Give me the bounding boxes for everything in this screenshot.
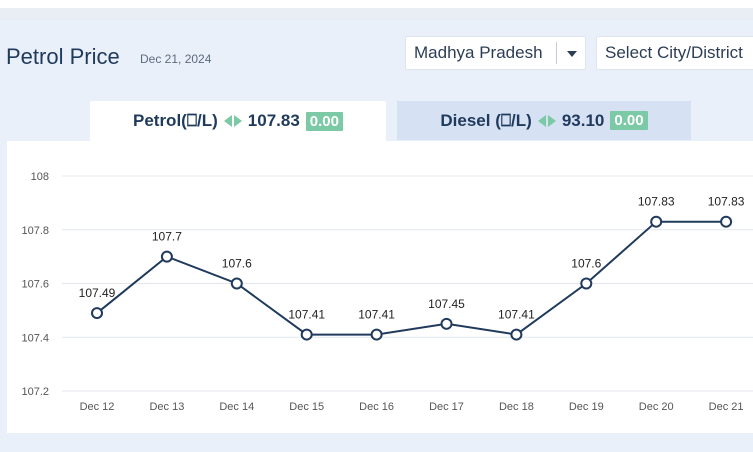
x-tick-label: Dec 20 [639,401,674,413]
x-tick-label: Dec 14 [219,401,254,413]
top-divider [0,8,753,20]
city-select-value: Select City/District [605,43,743,62]
tab-petrol[interactable]: Petrol(⎕/L) 107.83 0.00 [90,101,386,141]
y-tick-label: 108 [31,171,49,183]
diesel-price-value: 93.10 [561,110,605,130]
y-tick-label: 107.6 [21,279,49,291]
data-point [160,250,173,263]
data-point [580,277,593,290]
data-label: 107.41 [288,308,325,322]
data-point [440,317,453,330]
tab-diesel[interactable]: Diesel (⎕/L) 93.10 0.00 [397,101,691,140]
top-strip [0,0,753,8]
x-tick-label: Dec 18 [499,401,534,413]
chevron-down-icon[interactable] [567,51,577,57]
data-point [650,215,663,228]
data-label: 107.41 [498,308,535,322]
data-point [91,307,103,320]
x-tick-label: Dec 21 [709,401,744,413]
y-tick-label: 107.4 [21,332,49,344]
petrol-change-badge: 0.00 [305,111,343,131]
tab-petrol-label: Petrol(⎕/L) [132,111,218,130]
price-line-chart: 108 107.8 107.6 107.4 107.2 Dec 12 Dec 13 Dec 1… [21,171,753,413]
x-tick-label: Dec 12 [80,401,115,413]
diesel-change-badge: 0.00 [610,111,648,130]
data-label: 107.6 [571,257,601,271]
x-tick-label: Dec 17 [429,401,464,413]
x-tick-label: Dec 19 [569,401,604,413]
series-line [96,220,727,336]
tab-diesel-label: Diesel (⎕/L) [440,110,532,130]
petrol-price-value: 107.83 [247,111,300,130]
y-tick-label: 107.8 [21,225,49,237]
data-point [510,328,523,341]
price-chart-card: 108 107.8 107.6 107.4 107.2 Dec 12 Dec 13 Dec 1… [7,141,753,433]
state-select-value: Madhya Pradesh [414,43,543,62]
page-title: Petrol Price [6,44,120,69]
city-select[interactable]: Select City/District [596,36,753,70]
data-label: 107.83 [638,195,675,209]
data-point [300,328,313,341]
data-label: 107.49 [79,286,116,300]
select-separator [556,42,557,64]
data-label: 107.45 [428,297,465,311]
data-point [370,328,383,341]
data-label: 107.6 [222,257,252,271]
left-right-arrows-icon [537,114,556,127]
state-select[interactable]: Madhya Pradesh [405,36,586,70]
y-tick-label: 107.2 [21,386,49,398]
x-tick-label: Dec 15 [289,401,324,413]
data-label: 107.83 [708,195,745,209]
x-tick-label: Dec 13 [149,401,184,413]
left-right-arrows-icon [223,115,242,127]
x-tick-label: Dec 16 [359,401,394,413]
data-point [230,277,243,290]
data-label: 107.7 [152,230,182,244]
data-label: 107.41 [358,308,395,322]
price-date: Dec 21, 2024 [140,52,212,66]
data-point [720,215,733,228]
